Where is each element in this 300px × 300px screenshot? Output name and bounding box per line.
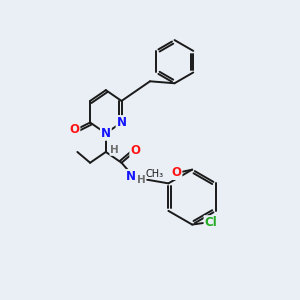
Text: N: N <box>116 116 127 129</box>
Text: O: O <box>130 145 140 158</box>
Text: N: N <box>101 127 111 140</box>
Text: O: O <box>172 166 182 179</box>
Text: N: N <box>126 170 136 183</box>
Text: H: H <box>137 176 146 185</box>
Text: CH₃: CH₃ <box>146 169 164 178</box>
Text: H: H <box>110 145 119 155</box>
Text: O: O <box>69 123 80 136</box>
Text: Cl: Cl <box>205 216 217 229</box>
